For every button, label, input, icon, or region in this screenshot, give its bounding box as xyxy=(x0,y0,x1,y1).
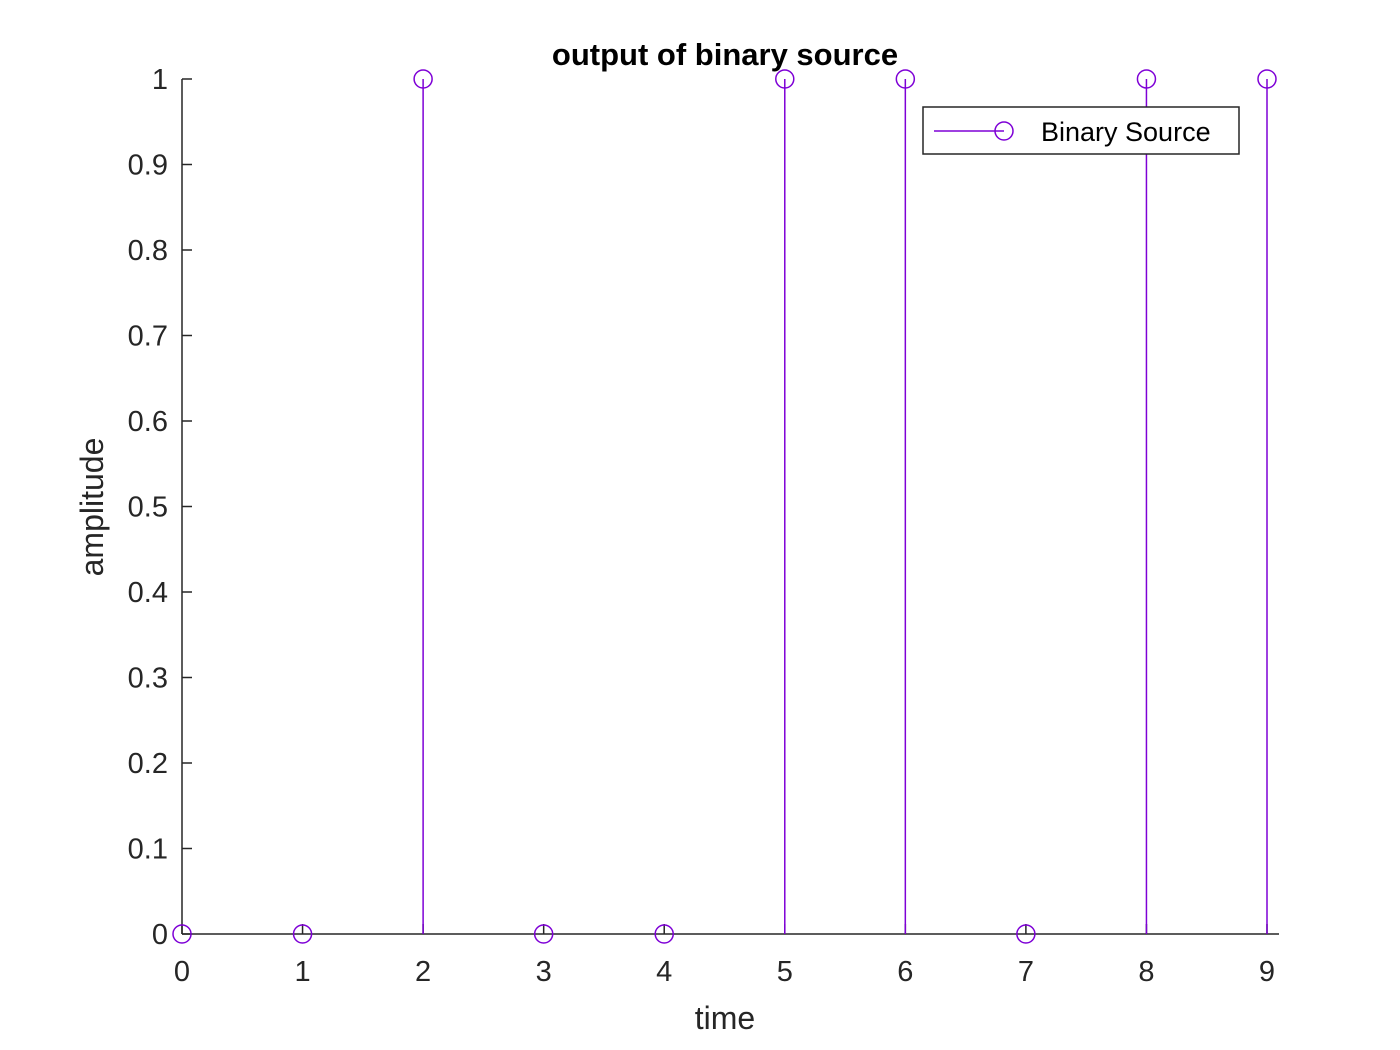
stem-marker xyxy=(654,924,674,944)
x-tick-label: 6 xyxy=(897,956,913,988)
stem-marker xyxy=(895,69,916,89)
stem-marker xyxy=(1257,69,1277,89)
chart-title: output of binary source xyxy=(552,37,898,72)
legend-entry: Binary Source xyxy=(1041,117,1211,147)
y-tick-label: 0.9 xyxy=(128,150,168,182)
y-tick-label: 0.1 xyxy=(128,834,168,866)
stem-marker xyxy=(292,924,313,944)
y-tick-label: 0.3 xyxy=(128,663,168,695)
x-tick-label: 3 xyxy=(536,956,552,988)
stem-marker xyxy=(413,69,433,89)
x-tick-label: 8 xyxy=(1138,956,1154,988)
stem-series xyxy=(172,69,1277,944)
stem-marker xyxy=(533,924,554,944)
x-tick-label: 0 xyxy=(174,956,190,988)
y-tick-label: 0.6 xyxy=(128,406,168,438)
y-tick-label: 1 xyxy=(152,64,168,96)
y-tick-label: 0.2 xyxy=(128,748,168,780)
x-tick-label: 1 xyxy=(294,956,310,988)
legend: Binary Source xyxy=(922,106,1240,155)
x-tick-label: 2 xyxy=(415,956,431,988)
tick-labels: 0 1 2 3 4 5 6 7 8 9 0 0.1 0.2 0.3 0.4 0.5 0.6 0.7 0.8 0.9 1 xyxy=(128,64,1275,988)
legend-marker xyxy=(994,121,1014,141)
x-tick-label: 4 xyxy=(656,956,672,988)
axes xyxy=(181,78,1279,935)
stem-marker xyxy=(1016,924,1036,944)
stem-marker xyxy=(172,924,192,944)
x-tick-label: 9 xyxy=(1259,956,1275,988)
y-axis-label: amplitude xyxy=(74,438,110,577)
stem-marker xyxy=(775,69,795,89)
y-tick-label: 0 xyxy=(152,919,168,951)
x-axis-label: time xyxy=(695,1000,755,1036)
stem-marker xyxy=(1136,69,1157,89)
x-tick-label: 5 xyxy=(777,956,793,988)
x-tick-label: 7 xyxy=(1018,956,1034,988)
y-tick-label: 0.5 xyxy=(128,492,168,524)
y-tick-label: 0.7 xyxy=(128,321,168,353)
y-tick-label: 0.4 xyxy=(128,577,168,609)
y-tick-label: 0.8 xyxy=(128,235,168,267)
